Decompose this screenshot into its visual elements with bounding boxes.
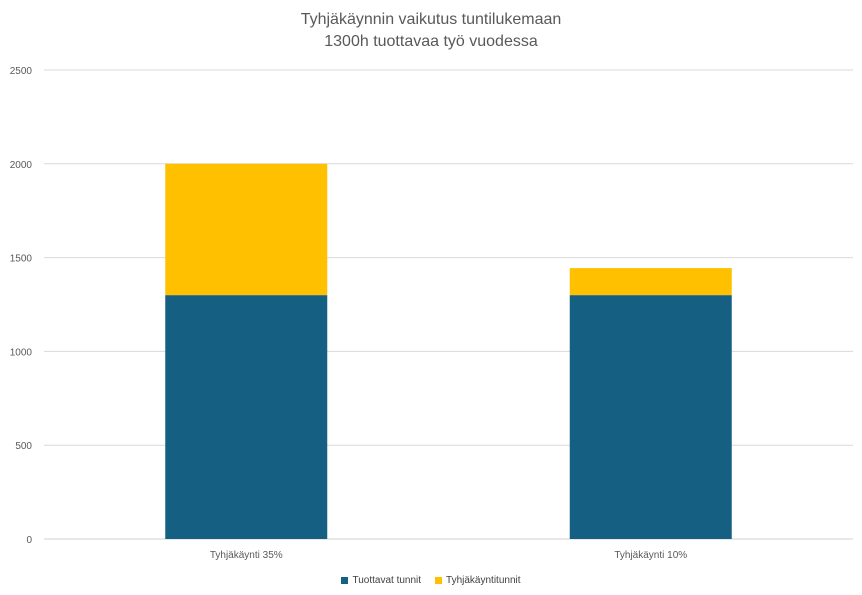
legend-swatch-productive [341, 577, 349, 584]
chart-subtitle: 1300h tuottavaa työ vuodessa [324, 33, 538, 50]
y-tick-label: 500 [15, 441, 32, 452]
chart-title: Tyhjäkäynnin vaikutus tuntilukemaan [300, 11, 562, 28]
y-tick-label: 2000 [10, 160, 33, 171]
legend: Tuottavat tunnit Tyhjäkäyntitunnit [0, 575, 862, 586]
y-tick-label: 1000 [10, 347, 33, 358]
legend-item-idle: Tyhjäkäyntitunnit [435, 575, 521, 586]
bars [165, 163, 732, 539]
legend-swatch-idle [435, 577, 443, 584]
bar-productive-1 [569, 295, 732, 539]
y-tick-label: 0 [26, 535, 32, 546]
y-tick-label: 2500 [10, 66, 33, 77]
x-axis-ticks: Tyhjäkäynti 35% Tyhjäkäynti 10% [210, 550, 687, 561]
legend-label-productive: Tuottavat tunnit [352, 575, 422, 586]
legend-item-productive: Tuottavat tunnit [341, 575, 421, 586]
x-tick-label: Tyhjäkäynti 35% [210, 550, 283, 561]
bar-productive-0 [165, 295, 328, 539]
bar-idle-1 [569, 268, 732, 296]
y-axis-ticks: 0 500 1000 1500 2000 2500 [10, 66, 33, 546]
y-tick-label: 1500 [10, 254, 33, 265]
bar-idle-0 [165, 163, 328, 296]
legend-label-idle: Tyhjäkäyntitunnit [446, 575, 521, 586]
x-tick-label: Tyhjäkäynti 10% [614, 550, 687, 561]
